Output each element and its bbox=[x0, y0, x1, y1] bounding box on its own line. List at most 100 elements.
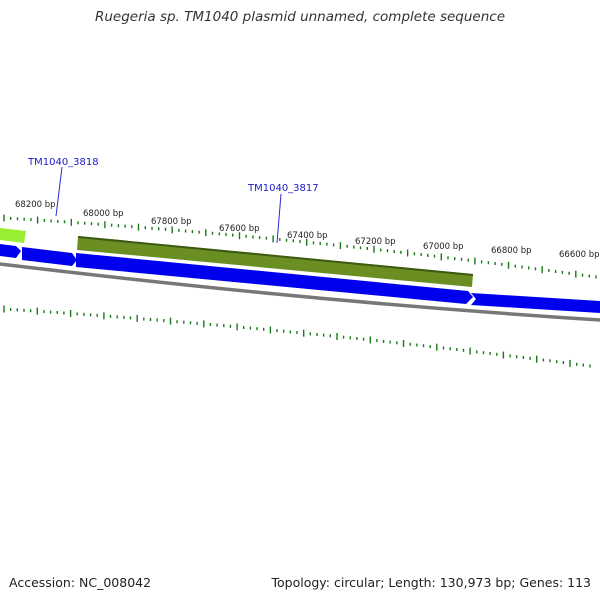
cds-arrow-left[interactable] bbox=[0, 244, 21, 258]
major-tick bbox=[339, 242, 342, 250]
minor-tick bbox=[409, 342, 411, 346]
minor-tick bbox=[516, 355, 518, 359]
major-tick bbox=[236, 323, 238, 331]
minor-tick bbox=[349, 336, 351, 340]
minor-tick bbox=[454, 257, 456, 261]
minor-tick bbox=[163, 319, 165, 323]
upper-tick-track bbox=[3, 214, 597, 279]
minor-tick bbox=[23, 308, 25, 312]
minor-tick bbox=[276, 329, 278, 333]
major-tick bbox=[205, 229, 207, 237]
minor-tick bbox=[10, 307, 12, 311]
minor-tick bbox=[296, 331, 298, 334]
minor-tick bbox=[420, 253, 422, 257]
cds-arrow-short[interactable] bbox=[22, 247, 77, 266]
major-tick bbox=[203, 320, 205, 328]
position-label: 67400 bp bbox=[287, 231, 328, 241]
minor-tick bbox=[189, 321, 192, 325]
minor-tick bbox=[588, 274, 590, 278]
major-tick bbox=[436, 343, 438, 351]
major-tick bbox=[169, 317, 172, 325]
major-tick bbox=[104, 221, 106, 229]
minor-tick bbox=[496, 352, 498, 356]
minor-tick bbox=[582, 363, 584, 367]
minor-tick bbox=[562, 361, 565, 364]
minor-tick bbox=[462, 348, 465, 352]
minor-tick bbox=[178, 228, 180, 232]
lower-tick-track bbox=[3, 305, 591, 368]
major-tick bbox=[137, 223, 140, 231]
gene-block-lime[interactable] bbox=[0, 228, 26, 243]
minor-tick bbox=[84, 221, 86, 225]
major-tick bbox=[469, 347, 471, 355]
minor-tick bbox=[413, 252, 416, 256]
gene-label-tm1040-3818[interactable]: TM1040_3818 bbox=[27, 157, 99, 168]
minor-tick bbox=[319, 242, 321, 245]
minor-tick bbox=[43, 310, 45, 314]
minor-tick bbox=[382, 339, 385, 343]
minor-tick bbox=[299, 240, 301, 243]
minor-tick bbox=[156, 318, 158, 322]
minor-tick bbox=[376, 339, 378, 343]
minor-tick bbox=[393, 250, 395, 253]
minor-tick bbox=[561, 270, 564, 274]
minor-tick bbox=[57, 219, 59, 223]
minor-tick bbox=[252, 235, 254, 239]
minor-tick bbox=[362, 337, 365, 341]
minor-tick bbox=[116, 315, 118, 319]
minor-tick bbox=[164, 227, 167, 231]
minor-tick bbox=[549, 359, 551, 363]
minor-tick bbox=[123, 315, 125, 319]
minor-tick bbox=[346, 244, 348, 248]
cds-arrow-long[interactable] bbox=[76, 253, 473, 304]
minor-tick bbox=[117, 224, 120, 228]
minor-tick bbox=[353, 245, 355, 249]
map-title: Ruegeria sp. TM1040 plasmid unnamed, com… bbox=[94, 9, 506, 25]
minor-tick bbox=[482, 351, 485, 355]
position-label: 68000 bp bbox=[83, 209, 124, 219]
minor-tick bbox=[342, 335, 345, 339]
minor-tick bbox=[176, 320, 178, 324]
minor-tick bbox=[16, 217, 19, 221]
major-tick bbox=[306, 238, 308, 246]
gene-block-olive[interactable] bbox=[77, 236, 473, 287]
minor-tick bbox=[534, 267, 537, 271]
minor-tick bbox=[427, 253, 429, 257]
position-label: 67800 bp bbox=[151, 217, 192, 227]
minor-tick bbox=[476, 350, 478, 354]
minor-tick bbox=[489, 352, 491, 355]
minor-tick bbox=[595, 275, 597, 279]
minor-tick bbox=[243, 326, 245, 329]
major-tick bbox=[171, 226, 173, 234]
major-tick bbox=[36, 216, 39, 224]
major-tick bbox=[507, 261, 510, 269]
position-label: 66600 bp bbox=[559, 250, 600, 260]
minor-tick bbox=[522, 356, 525, 359]
minor-tick bbox=[386, 249, 389, 253]
minor-tick bbox=[529, 356, 531, 360]
minor-tick bbox=[285, 238, 288, 242]
minor-tick bbox=[216, 323, 218, 327]
minor-tick bbox=[30, 218, 32, 222]
minor-tick bbox=[149, 318, 152, 321]
gene-label-tm1040-3817[interactable]: TM1040_3817 bbox=[247, 183, 319, 194]
accession-text: Accession: NC_008042 bbox=[9, 575, 152, 590]
minor-tick bbox=[97, 222, 99, 226]
minor-tick bbox=[158, 227, 160, 231]
minor-tick bbox=[63, 311, 65, 315]
cds-arrow-right[interactable] bbox=[471, 293, 600, 313]
major-tick bbox=[369, 336, 371, 344]
major-tick bbox=[536, 355, 538, 363]
minor-tick bbox=[232, 233, 234, 237]
minor-tick bbox=[256, 327, 258, 331]
minor-tick bbox=[581, 273, 584, 277]
major-tick bbox=[69, 310, 72, 317]
minor-tick bbox=[184, 229, 187, 233]
position-label: 68200 bp bbox=[15, 200, 56, 210]
minor-tick bbox=[218, 232, 220, 236]
major-tick bbox=[402, 340, 405, 347]
minor-tick bbox=[542, 358, 545, 362]
minor-tick bbox=[447, 256, 449, 260]
minor-tick bbox=[380, 248, 382, 252]
minor-tick bbox=[389, 340, 391, 344]
